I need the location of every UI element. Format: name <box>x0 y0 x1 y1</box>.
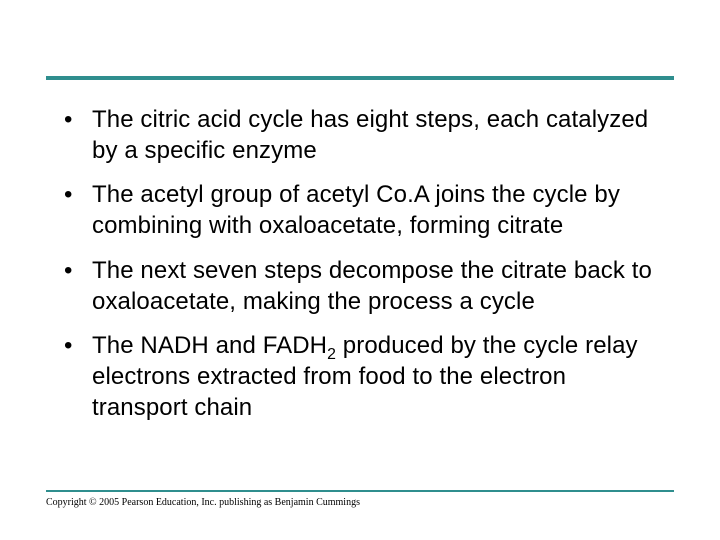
copyright-text: Copyright © 2005 Pearson Education, Inc.… <box>46 497 360 508</box>
list-item: The citric acid cycle has eight steps, e… <box>60 105 660 166</box>
bullet-list: The citric acid cycle has eight steps, e… <box>60 105 660 423</box>
list-item: The NADH and FADH2 produced by the cycle… <box>60 331 660 423</box>
top-divider <box>46 76 674 80</box>
list-item: The next seven steps decompose the citra… <box>60 256 660 317</box>
bullet-text: The next seven steps decompose the citra… <box>92 257 652 315</box>
bullet-text: The citric acid cycle has eight steps, e… <box>92 106 648 164</box>
bullet-text: The acetyl group of acetyl Co.A joins th… <box>92 181 620 239</box>
content-area: The citric acid cycle has eight steps, e… <box>60 105 660 437</box>
bottom-divider <box>46 490 674 492</box>
slide: The citric acid cycle has eight steps, e… <box>0 0 720 540</box>
bullet-text: The NADH and FADH <box>92 332 327 359</box>
list-item: The acetyl group of acetyl Co.A joins th… <box>60 180 660 241</box>
bullet-subscript: 2 <box>327 346 336 363</box>
